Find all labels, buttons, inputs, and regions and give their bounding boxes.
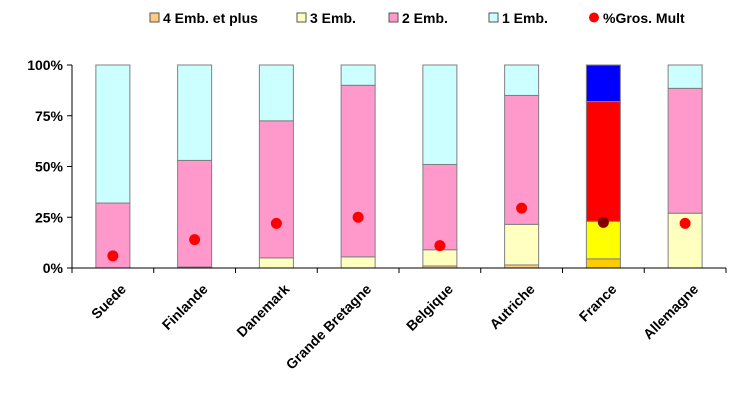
bar-segment	[667, 87, 703, 214]
y-axis: 0% 25% 50% 75% 100%	[27, 57, 73, 276]
bar-segment	[422, 163, 458, 251]
category-label: Grande Bretagne	[283, 281, 375, 373]
category-label: Allemagne	[640, 281, 702, 343]
marker-point	[516, 202, 528, 214]
y-tick-label: 75%	[35, 108, 64, 124]
y-tick-label: 0%	[43, 260, 64, 276]
legend-swatch	[488, 12, 499, 23]
bar-segment	[504, 64, 540, 96]
category-label: Danemark	[233, 281, 292, 340]
bar-segment	[422, 64, 458, 165]
plot-area	[95, 64, 703, 269]
marker-point	[679, 217, 691, 229]
bar-segment	[585, 64, 621, 103]
bar-segment	[667, 64, 703, 89]
bar-segment	[340, 64, 376, 86]
bar-segment	[422, 249, 458, 267]
bar-segment	[258, 257, 294, 269]
legend: 4 Emb. et plus 3 Emb. 2 Emb. 1 Emb. %Gros. M…	[149, 10, 685, 26]
category-label: Autriche	[486, 281, 538, 333]
legend-swatch	[296, 12, 307, 23]
bar-segment	[177, 159, 213, 268]
legend-label: %Gros. Mult	[603, 10, 685, 26]
marker-point	[189, 234, 201, 246]
marker-point	[107, 250, 119, 262]
bar-segment	[340, 84, 376, 258]
legend-label: 1 Emb.	[502, 10, 548, 26]
legend-label: 4 Emb. et plus	[163, 10, 258, 26]
bar-segment	[340, 256, 376, 269]
bar-segment	[258, 64, 294, 122]
bar-segment	[504, 223, 540, 266]
marker-point	[270, 217, 282, 229]
legend-marker	[589, 12, 599, 23]
category-label: Suede	[88, 281, 129, 322]
bar-segment	[585, 258, 621, 269]
y-tick-label: 50%	[35, 159, 64, 175]
bar-segment	[585, 101, 621, 222]
marker-point	[434, 240, 446, 252]
category-label: Finlande	[159, 281, 211, 333]
y-tick-label: 25%	[35, 209, 64, 225]
category-label: France	[576, 281, 620, 325]
bar-segment	[177, 64, 213, 161]
bar-segment	[95, 64, 131, 204]
legend-swatch	[388, 12, 399, 23]
y-tick-label: 100%	[27, 57, 63, 73]
legend-swatch	[149, 12, 160, 23]
marker-point	[352, 211, 364, 223]
legend-label: 3 Emb.	[310, 10, 356, 26]
bar-segment	[258, 120, 294, 259]
marker-point	[597, 216, 609, 228]
category-label: Belgique	[403, 281, 456, 334]
legend-label: 2 Emb.	[402, 10, 448, 26]
